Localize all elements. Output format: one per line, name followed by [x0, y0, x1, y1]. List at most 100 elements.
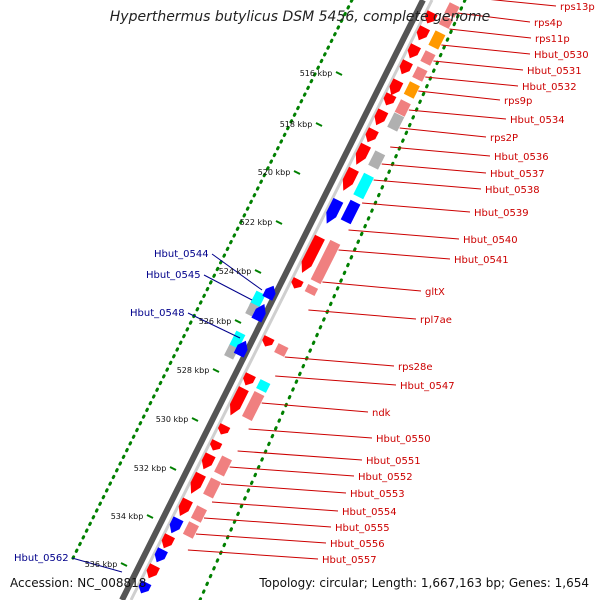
gene-label-rps13p[interactable]: rps13p: [560, 2, 595, 13]
gene-label-hbut-0545[interactable]: Hbut_0545: [146, 270, 201, 281]
gene-label-hbut-0562[interactable]: Hbut_0562: [14, 553, 69, 564]
reverse-cds-16: [230, 386, 249, 416]
gene-label-gltx[interactable]: gltX: [425, 287, 445, 298]
gene-label-hbut-0556[interactable]: Hbut_0556: [330, 539, 385, 550]
footer-bar: Accession: NC_008818 Topology: circular;…: [0, 573, 600, 600]
gene-label-hbut-0550[interactable]: Hbut_0550: [376, 434, 431, 445]
scale-label-516-kbp: 516 kbp: [300, 69, 333, 78]
gene-label-rps2p[interactable]: rps2P: [490, 133, 518, 144]
gene-label-hbut-0544[interactable]: Hbut_0544: [154, 249, 209, 260]
leader-hbut-0552: [229, 466, 355, 477]
scale-tick: [254, 269, 262, 274]
gc-block-19: [190, 505, 207, 523]
scale-label-520-kbp: 520 kbp: [258, 168, 291, 177]
reverse-cds-24: [154, 547, 168, 563]
gc-block-11: [340, 199, 361, 225]
gene-label-hbut-0541[interactable]: Hbut_0541: [454, 255, 509, 266]
leader-hbut-0547: [275, 375, 397, 386]
gc-block-5: [412, 66, 428, 82]
gene-label-hbut-0553[interactable]: Hbut_0553: [350, 489, 405, 500]
scale-tick: [275, 220, 283, 225]
leader-hbut-0537: [381, 163, 487, 174]
gene-label-rps11p[interactable]: rps11p: [535, 34, 570, 45]
reverse-cds-7: [374, 108, 389, 126]
leader-hbut-0554: [211, 501, 339, 512]
gene-label-hbut-0537[interactable]: Hbut_0537: [490, 169, 545, 180]
reverse-cds-5: [389, 78, 404, 96]
leader-hbut-0532: [425, 76, 519, 87]
gc-block-7: [394, 99, 411, 117]
gene-label-hbut-0531[interactable]: Hbut_0531: [527, 66, 582, 77]
leader-rps9p: [418, 90, 501, 101]
gene-label-ndk[interactable]: ndk: [372, 408, 391, 419]
gc-block-3: [428, 30, 446, 50]
gene-label-hbut-0548[interactable]: Hbut_0548: [130, 308, 185, 319]
gc-block-15: [256, 379, 271, 393]
leader-rps13p: [490, 0, 557, 7]
leader-hbut-0530: [441, 44, 531, 55]
leader-hbut-0555: [203, 517, 332, 528]
gene-label-hbut-0534[interactable]: Hbut_0534: [510, 115, 565, 126]
leader-hbut-0562: [71, 557, 123, 573]
gene-label-hbut-0532[interactable]: Hbut_0532: [522, 82, 577, 93]
reverse-strand-ring: [138, 10, 438, 594]
leader-hbut-0556: [195, 533, 327, 544]
forward-cds-4: [251, 304, 266, 323]
reverse-cds-19: [201, 452, 216, 470]
scale-tick: [120, 562, 128, 567]
scale-tick: [146, 514, 154, 519]
scale-tick: [315, 122, 323, 127]
gene-label-hbut-0547[interactable]: Hbut_0547: [400, 381, 455, 392]
forward-cds-7: [233, 340, 248, 358]
gc-content-ring: [182, 2, 460, 539]
gene-label-rps9p[interactable]: rps9p: [504, 96, 532, 107]
scale-tick: [212, 368, 220, 373]
gc-block-1: [444, 2, 460, 18]
scale-label-518-kbp: 518 kbp: [280, 120, 313, 129]
leader-hbut-0539: [362, 202, 471, 213]
scale-labels: 516 kbp 518 kbp 520 kbp 522 kbp 524 kbp 526 k…: [85, 69, 343, 569]
gene-label-hbut-0557[interactable]: Hbut_0557: [322, 555, 377, 566]
reverse-cds-25: [146, 563, 160, 579]
gc-block-17: [214, 455, 232, 477]
scale-label-530-kbp: 530 kbp: [156, 415, 189, 424]
scale-label-534-kbp: 534 kbp: [111, 512, 144, 521]
gene-label-hbut-0552[interactable]: Hbut_0552: [358, 472, 413, 483]
gc-block-4: [420, 50, 436, 66]
gene-label-hbut-0551[interactable]: Hbut_0551: [366, 456, 421, 467]
gene-label-hbut-0555[interactable]: Hbut_0555: [335, 523, 390, 534]
reverse-cds-14: [262, 335, 275, 347]
reverse-cds-18: [210, 439, 223, 451]
leader-hbut-0545: [203, 274, 253, 301]
reverse-cds-8: [365, 127, 379, 143]
leader-hbut-0538: [373, 179, 482, 190]
gene-label-hbut-0539[interactable]: Hbut_0539: [474, 208, 529, 219]
gc-block-9: [368, 150, 386, 170]
gc-block-13: [304, 284, 319, 296]
scale-ticks: [70, 0, 467, 600]
leader-hbut-0550: [248, 428, 373, 439]
accession-text: Accession: NC_008818: [10, 576, 147, 590]
gene-label-hbut-0538[interactable]: Hbut_0538: [485, 185, 540, 196]
gene-label-rps4p[interactable]: rps4p: [534, 18, 562, 29]
gene-label-hbut-0536[interactable]: Hbut_0536: [494, 152, 549, 163]
gene-label-rps28e[interactable]: rps28e: [398, 362, 433, 373]
gene-label-rpl7ae[interactable]: rpl7ae: [420, 315, 452, 326]
gene-label-hbut-0540[interactable]: Hbut_0540: [463, 235, 518, 246]
scale-dotted-line: [70, 0, 354, 562]
leader-hbut-0534: [408, 109, 507, 120]
gene-label-hbut-0530[interactable]: Hbut_0530: [534, 50, 589, 61]
gc-block-2: [438, 15, 454, 29]
gc-block-16: [242, 391, 265, 421]
reverse-cds-12: [301, 234, 325, 273]
reverse-cds-22: [169, 516, 184, 534]
forward-block-5: [229, 330, 246, 350]
gene-label-hbut-0554[interactable]: Hbut_0554: [342, 507, 397, 518]
reverse-cds-11: [326, 197, 344, 224]
scale-label-532-kbp: 532 kbp: [134, 464, 167, 473]
leader-hbut-0544: [211, 253, 263, 291]
topology-summary: Topology: circular; Length: 1,667,163 bp…: [259, 576, 589, 590]
reverse-cds-15: [243, 372, 256, 386]
label-leaders: [71, 0, 557, 573]
